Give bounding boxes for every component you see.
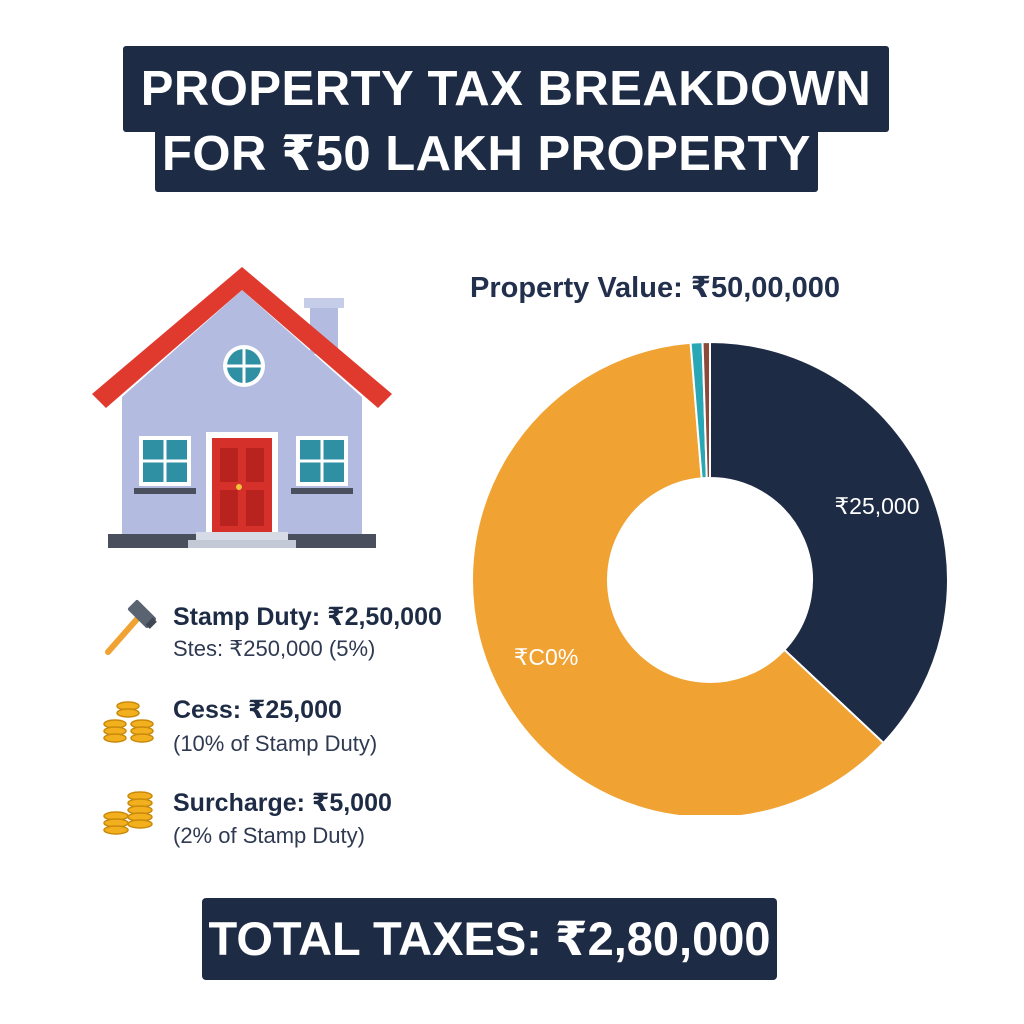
legend-stamp-duty-title: Stamp Duty: ₹2,50,000 <box>173 603 442 631</box>
legend-cess-title: Cess: ₹25,000 <box>173 696 342 724</box>
house-icon <box>92 267 392 548</box>
total-taxes-banner: TOTAL TAXES: ₹2,80,000 <box>202 898 777 980</box>
legend-surcharge-subtitle: (2% of Stamp Duty) <box>173 823 365 848</box>
donut-chart: ₹25,000 ₹C0% <box>471 340 949 815</box>
property-value-label: Property Value: ₹50,00,000 <box>470 272 840 304</box>
legend-cess-subtitle: (10% of Stamp Duty) <box>173 731 378 756</box>
donut-slice-3 <box>701 340 711 480</box>
legend-stamp-duty-subtitle: Stes: ₹250,000 (5%) <box>173 636 376 661</box>
hammer-icon <box>105 599 157 655</box>
legend-surcharge-title: Surcharge: ₹5,000 <box>173 789 392 817</box>
donut-slice-label-0: ₹25,000 <box>835 493 920 519</box>
donut-slice-0 <box>709 340 949 745</box>
page-title-line-2: FOR ₹50 LAKH PROPERTY <box>155 116 818 192</box>
coins-icon <box>103 701 154 743</box>
donut-slice-label-1: ₹C0% <box>514 644 579 670</box>
donut-slice-1 <box>471 341 885 815</box>
coins-icon <box>103 791 153 835</box>
